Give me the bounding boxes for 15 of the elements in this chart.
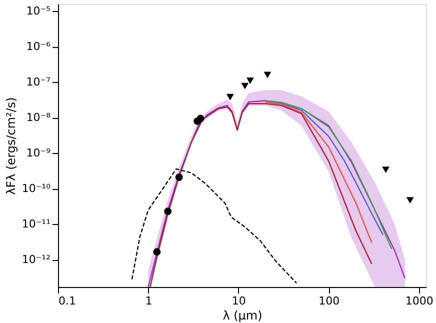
x-tick-label: 1000 (405, 294, 434, 308)
x-axis-title: λ (μm) (222, 308, 262, 322)
y-tick-label: 10⁻¹² (22, 253, 50, 266)
y-tick-label: 10⁻⁷ (26, 76, 50, 89)
x-tick-label: 10 (232, 294, 246, 308)
y-axis-title: λFλ (ergs/cm²/s) (4, 97, 18, 195)
y-tick-label: 10⁻⁶ (26, 40, 52, 54)
x-tick-label: 100 (318, 294, 340, 308)
y-tick-label: 10⁻⁹ (26, 146, 50, 160)
y-tick-label: 10⁻⁸ (26, 111, 52, 124)
y-tick-label: 10⁻¹⁰ (22, 182, 52, 196)
x-tick-label: 1 (145, 294, 152, 308)
y-tick-label: 10⁻¹¹ (22, 218, 50, 231)
x-tick-label: 0.1 (58, 294, 76, 308)
y-tick-label: 10⁻⁵ (26, 4, 50, 18)
